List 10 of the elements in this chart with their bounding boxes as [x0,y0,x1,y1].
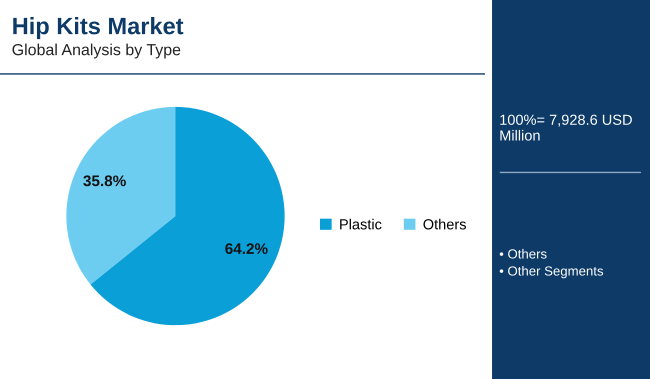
chart-title: Hip Kits Market [13,17,184,40]
text: • Other Segments [500,266,604,278]
pie-slice [66,106,176,285]
data-label: 35.8% [83,175,126,186]
text: 100%= 7,928.6 USD Million [500,114,632,141]
text: • Others [500,248,547,259]
legend-label: Plastic [340,218,382,230]
data-label: 64.2% [225,243,268,254]
chart-subtitle: Global Analysis by Type [12,44,180,58]
legend-label: Others [423,218,466,230]
